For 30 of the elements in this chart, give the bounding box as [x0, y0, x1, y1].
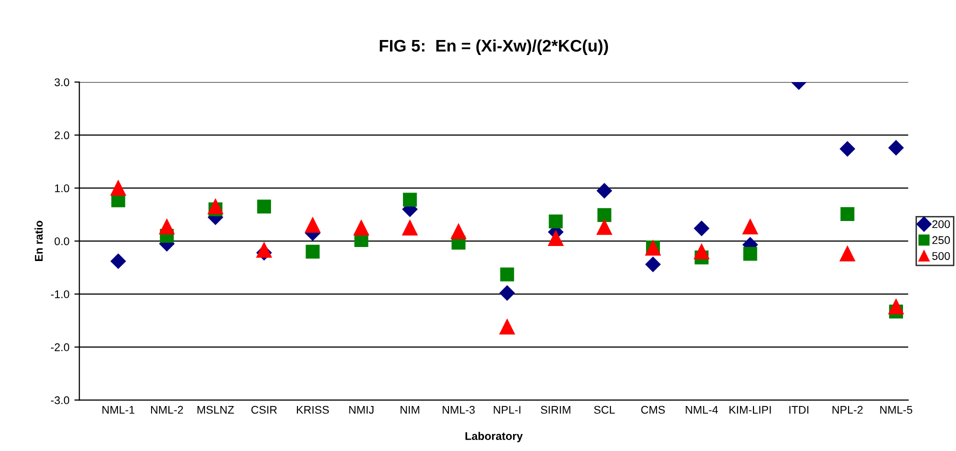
- x-tick-label: NIM: [400, 406, 420, 414]
- y-tick-label: -3.0: [50, 396, 70, 404]
- y-tick-label: 3.0: [54, 78, 70, 86]
- x-tick-label: NMIJ: [349, 406, 374, 414]
- x-tick-label: NML-4: [686, 406, 718, 414]
- legend-label: 500: [932, 252, 950, 260]
- x-tick-label: NPL-I: [494, 406, 520, 414]
- x-axis-title: Laboratory: [466, 432, 523, 442]
- x-tick-label: NPL-2: [832, 406, 863, 414]
- y-tick-label: -1.0: [50, 290, 70, 298]
- x-tick-label: CMS: [641, 406, 665, 414]
- legend-label: 250: [932, 236, 950, 244]
- x-tick-label: MSLNZ: [198, 406, 234, 414]
- y-axis-title: En ratio: [34, 220, 43, 261]
- y-tick-label: 2.0: [54, 131, 70, 140]
- x-tick-label: CSIR: [251, 406, 277, 414]
- y-tick-label: -2.0: [50, 343, 70, 352]
- legend-label: 200: [932, 220, 950, 228]
- x-tick-label: NML-5: [880, 406, 912, 414]
- x-tick-label: KRISS: [296, 406, 329, 414]
- y-tick-label: 0.0: [54, 237, 70, 246]
- chart-title: FIG 5: En = (Xi-Xw)/(2*KC(u)): [380, 39, 608, 55]
- x-tick-label: NML-1: [102, 406, 134, 414]
- x-tick-label: SIRIM: [540, 406, 570, 414]
- y-tick-label: 1.0: [55, 184, 70, 192]
- x-tick-label: NML-2: [151, 406, 183, 414]
- x-tick-label: SCL: [594, 406, 615, 414]
- x-tick-label: NML-3: [442, 406, 475, 414]
- x-tick-label: ITDI: [789, 406, 808, 414]
- x-tick-label: KIM-LIPI: [730, 406, 771, 414]
